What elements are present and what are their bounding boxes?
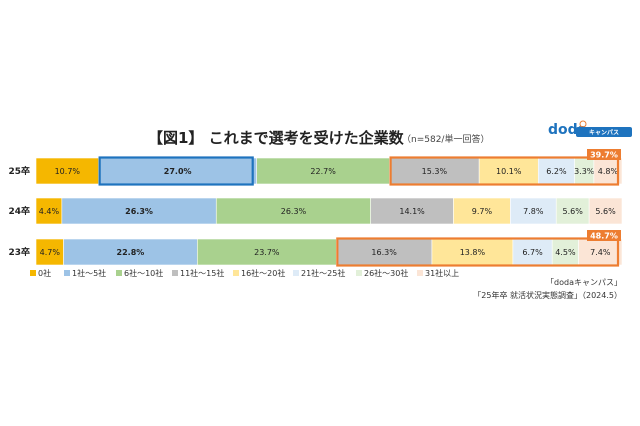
- source-line-2: 「25年卒 就活状況実態調査」（2024.5）: [473, 290, 622, 300]
- data-label: 4.4%: [39, 207, 60, 216]
- highlights: 39.7% 48.7%: [98, 149, 621, 267]
- legend-label: 21社～25社: [301, 268, 345, 278]
- row-label: 23卒: [8, 246, 30, 258]
- data-label: 26.3%: [125, 207, 153, 216]
- bars: 10.7% 27.0% 22.7% 15.3% 10.1% 6.2% 3.3% 4.8% 4.4…: [35, 157, 623, 266]
- bar-segment: [35, 197, 63, 225]
- data-label: 10.7%: [55, 167, 81, 176]
- legend-label: 1社～5社: [72, 268, 106, 278]
- legend-label: 0社: [38, 268, 51, 278]
- bar-segment: [215, 197, 371, 225]
- row-label: 25卒: [8, 165, 30, 177]
- highlight-badge: [587, 230, 621, 241]
- legend-swatch: [233, 270, 239, 276]
- data-label: 4.5%: [555, 248, 576, 257]
- legend-swatch: [417, 270, 423, 276]
- legend-label: 31社以上: [425, 268, 459, 278]
- legend-label: 6社～10社: [124, 268, 163, 278]
- data-label: 4.7%: [40, 248, 61, 257]
- source-line-1: 「dodaキャンパス」: [546, 278, 622, 287]
- data-label: 16.3%: [371, 248, 397, 257]
- highlight-box: [98, 156, 254, 186]
- bar-segment: [370, 197, 454, 225]
- data-label: 23.7%: [254, 248, 280, 257]
- data-label: 5.6%: [595, 207, 616, 216]
- logo: doda キャンパス: [548, 120, 632, 138]
- bar-segment: [336, 238, 433, 266]
- bar-segment: [555, 197, 590, 225]
- data-label: 14.1%: [399, 207, 425, 216]
- bar-segment: [197, 238, 337, 266]
- data-label: 3.3%: [574, 167, 595, 176]
- legend-swatch: [356, 270, 362, 276]
- data-label: 7.4%: [590, 248, 611, 257]
- legend-label: 26社～30社: [364, 268, 408, 278]
- highlight-box: [389, 156, 620, 186]
- highlight-badge: [587, 149, 621, 160]
- row-labels: 25卒 24卒 23卒: [8, 165, 30, 258]
- bar-segment: [453, 197, 511, 225]
- data-label: 4.8%: [598, 167, 619, 176]
- chart-title: 【図1】 これまで選考を受けた企業数: [148, 129, 405, 147]
- highlight-box: [336, 237, 620, 267]
- logo-badge: [576, 127, 632, 137]
- bar-segment: [578, 238, 623, 266]
- legend-label: 11社～15社: [180, 268, 224, 278]
- row-label: 24卒: [8, 205, 30, 217]
- data-label: 6.2%: [546, 167, 567, 176]
- legend-label: 16社～20社: [241, 268, 285, 278]
- highlight-badge-label: 48.7%: [590, 232, 618, 241]
- data-label: 15.3%: [422, 167, 448, 176]
- bar-segment: [588, 197, 623, 225]
- data-label: 9.7%: [472, 207, 493, 216]
- bar-segment: [256, 157, 390, 185]
- bar-segment: [35, 238, 64, 266]
- data-label: 22.8%: [117, 248, 145, 257]
- legend-swatch: [172, 270, 178, 276]
- data-label: 26.3%: [281, 207, 307, 216]
- highlight-badge-label: 39.7%: [590, 151, 618, 160]
- data-label: 10.1%: [496, 167, 522, 176]
- data-label: 5.6%: [563, 207, 584, 216]
- bar-segment: [510, 197, 557, 225]
- legend-swatch: [30, 270, 36, 276]
- legend-swatch: [293, 270, 299, 276]
- legend-swatch: [64, 270, 70, 276]
- legend-swatch: [116, 270, 122, 276]
- data-label: 22.7%: [310, 167, 336, 176]
- data-label: 13.8%: [460, 248, 486, 257]
- data-label: 27.0%: [164, 167, 192, 176]
- bar-segment: [63, 238, 198, 266]
- logo-sub: キャンパス: [589, 129, 619, 137]
- chart-subtitle: （n=582/単一回答）: [402, 133, 489, 145]
- data-label: 6.7%: [522, 248, 543, 257]
- data-label: 7.8%: [523, 207, 544, 216]
- bar-segment: [35, 157, 99, 185]
- legend: 0社 1社～5社 6社～10社 11社～15社 16社～20社 21社～25社 26社～30…: [30, 268, 459, 278]
